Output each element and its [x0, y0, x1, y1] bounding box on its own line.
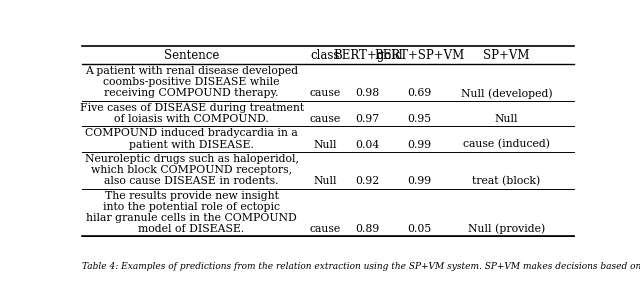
Text: class: class	[311, 49, 340, 62]
Text: Null: Null	[314, 140, 337, 149]
Text: SP+VM: SP+VM	[483, 49, 530, 62]
Text: 0.89: 0.89	[356, 224, 380, 234]
Text: Table 4: Examples of predictions from the relation extraction using the SP+VM sy: Table 4: Examples of predictions from th…	[83, 262, 640, 271]
Text: model of DISEASE.: model of DISEASE.	[138, 224, 244, 234]
Text: 0.97: 0.97	[356, 114, 380, 124]
Text: Null (provide): Null (provide)	[468, 224, 545, 234]
Text: hilar granule cells in the COMPOUND: hilar granule cells in the COMPOUND	[86, 213, 297, 223]
Text: Null: Null	[495, 114, 518, 124]
Text: 0.99: 0.99	[408, 176, 432, 186]
Text: cause: cause	[310, 224, 341, 234]
Text: 0.05: 0.05	[408, 224, 432, 234]
Text: Neuroleptic drugs such as haloperidol,: Neuroleptic drugs such as haloperidol,	[84, 154, 299, 164]
Text: Five cases of DISEASE during treatment: Five cases of DISEASE during treatment	[79, 103, 303, 113]
Text: 0.95: 0.95	[408, 114, 432, 124]
Text: coombs-positive DISEASE while: coombs-positive DISEASE while	[103, 77, 280, 87]
Text: which block COMPOUND receptors,: which block COMPOUND receptors,	[91, 165, 292, 175]
Text: into the potential role of ectopic: into the potential role of ectopic	[103, 202, 280, 212]
Text: cause: cause	[310, 88, 341, 98]
Text: also cause DISEASE in rodents.: also cause DISEASE in rodents.	[104, 176, 279, 186]
Text: COMPOUND induced bradycardia in a: COMPOUND induced bradycardia in a	[85, 128, 298, 138]
Text: 0.98: 0.98	[356, 88, 380, 98]
Text: of loiasis with COMPOUND.: of loiasis with COMPOUND.	[114, 114, 269, 124]
Text: BERT+SP+VM: BERT+SP+VM	[374, 49, 465, 62]
Text: The results provide new insight: The results provide new insight	[105, 191, 278, 201]
Text: A patient with renal disease developed: A patient with renal disease developed	[85, 66, 298, 76]
Text: Null: Null	[314, 176, 337, 186]
Text: cause (induced): cause (induced)	[463, 139, 550, 150]
Text: 0.69: 0.69	[408, 88, 432, 98]
Text: cause: cause	[310, 114, 341, 124]
Text: 0.99: 0.99	[408, 140, 432, 149]
Text: patient with DISEASE.: patient with DISEASE.	[129, 140, 254, 149]
Text: Sentence: Sentence	[164, 49, 220, 62]
Text: BERT+gold: BERT+gold	[333, 49, 403, 62]
Text: treat (block): treat (block)	[472, 176, 541, 186]
Text: receiving COMPOUND therapy.: receiving COMPOUND therapy.	[104, 88, 279, 98]
Text: 0.04: 0.04	[356, 140, 380, 149]
Text: 0.92: 0.92	[356, 176, 380, 186]
Text: Null (developed): Null (developed)	[461, 88, 552, 99]
